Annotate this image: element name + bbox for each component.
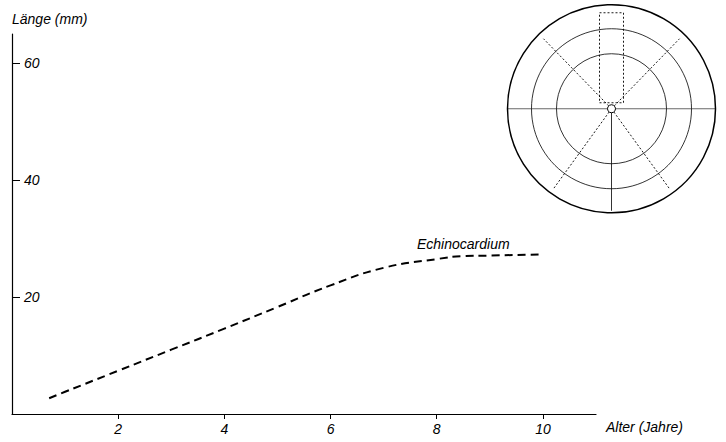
svg-text:8: 8 (433, 421, 441, 437)
svg-text:Länge (mm): Länge (mm) (12, 11, 87, 27)
svg-text:Alter (Jahre): Alter (Jahre) (605, 419, 683, 435)
svg-text:Echinocardium: Echinocardium (417, 236, 510, 252)
svg-text:4: 4 (220, 421, 228, 437)
svg-text:2: 2 (113, 421, 122, 437)
svg-text:10: 10 (535, 421, 551, 437)
svg-text:6: 6 (327, 421, 335, 437)
svg-text:40: 40 (24, 172, 40, 188)
svg-text:60: 60 (24, 55, 40, 71)
svg-text:20: 20 (23, 289, 40, 305)
